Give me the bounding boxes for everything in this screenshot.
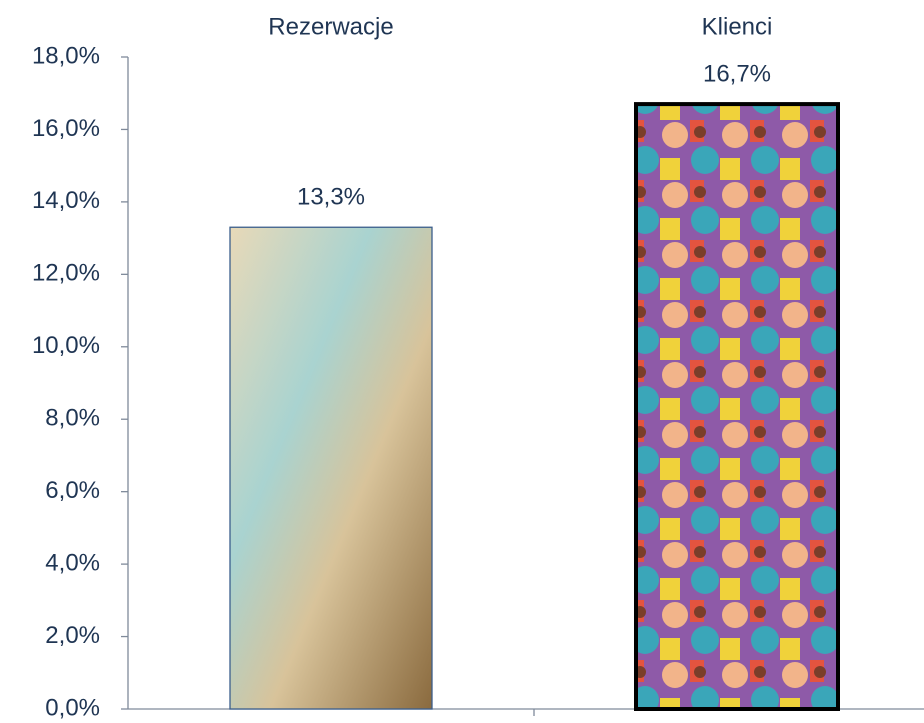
category-label: Klienci [702,13,773,40]
bar [229,226,433,710]
y-tick-label: 12,0% [32,260,100,287]
y-tick-label: 18,0% [32,42,100,69]
y-tick-label: 2,0% [45,622,100,649]
y-tick-label: 14,0% [32,187,100,214]
bar [634,102,840,712]
y-tick-label: 0,0% [45,694,100,721]
y-tick-label: 6,0% [45,477,100,504]
category-label: Rezerwacje [268,13,393,40]
value-label: 13,3% [297,184,365,211]
y-tick-label: 10,0% [32,332,100,359]
value-label: 16,7% [703,60,771,87]
y-tick-label: 4,0% [45,549,100,576]
y-tick-label: 16,0% [32,115,100,142]
y-tick-label: 8,0% [45,405,100,432]
